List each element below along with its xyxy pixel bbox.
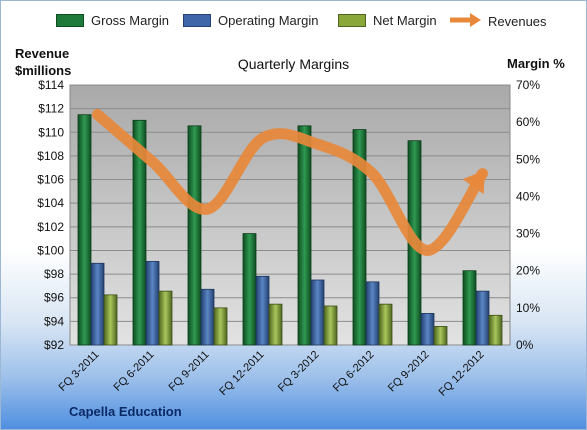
legend-operating-swatch bbox=[183, 14, 211, 27]
revenues-arrowhead bbox=[462, 170, 485, 195]
right-tick-label: 70% bbox=[516, 78, 540, 92]
legend-operating: Operating Margin bbox=[183, 13, 318, 28]
x-tick-label: FQ 6-2012 bbox=[331, 349, 377, 395]
left-tick-label: $110 bbox=[38, 125, 64, 139]
x-tick-label: FQ 3-2012 bbox=[276, 349, 322, 395]
legend-revenues: Revenues bbox=[448, 13, 547, 30]
x-tick-label: FQ 12-2012 bbox=[437, 349, 487, 399]
right-tick-label: 40% bbox=[516, 189, 540, 203]
left-tick-label: $102 bbox=[37, 220, 64, 234]
right-tick-label: 10% bbox=[516, 301, 540, 315]
legend-gross-swatch bbox=[56, 14, 84, 27]
operating-margin-bar bbox=[475, 290, 490, 346]
net-margin-bar bbox=[488, 314, 503, 346]
gross-margin-bar bbox=[297, 125, 312, 346]
left-axis-title-line1: Revenue bbox=[15, 46, 70, 61]
legend-gross-label: Gross Margin bbox=[91, 13, 170, 28]
right-tick-label: 30% bbox=[516, 227, 540, 241]
operating-margin-bar bbox=[255, 275, 270, 346]
legend-net-label: Net Margin bbox=[373, 13, 437, 28]
left-tick-label: $96 bbox=[44, 291, 64, 305]
left-tick-label: $98 bbox=[44, 267, 64, 281]
legend-revenues-arrow bbox=[448, 13, 482, 30]
operating-margin-bar bbox=[145, 261, 160, 346]
net-margin-bar bbox=[433, 326, 448, 346]
gross-margin-bar bbox=[187, 125, 202, 346]
legend-net-swatch bbox=[338, 14, 366, 27]
gross-margin-bar bbox=[352, 129, 367, 346]
legend-operating-label: Operating Margin bbox=[218, 13, 319, 28]
x-tick-label: FQ 9-2012 bbox=[386, 349, 432, 395]
net-margin-bar bbox=[378, 303, 393, 346]
left-tick-label: $114 bbox=[38, 78, 64, 92]
legend-revenues-label: Revenues bbox=[488, 14, 547, 29]
left-tick-label: $106 bbox=[37, 173, 64, 187]
right-tick-label: 60% bbox=[516, 115, 540, 129]
right-tick-label: 20% bbox=[516, 264, 540, 278]
footer-company: Capella Education bbox=[69, 404, 182, 419]
right-tick-label: 0% bbox=[516, 338, 534, 352]
left-tick-label: $108 bbox=[37, 149, 64, 163]
x-tick-label: FQ 3-2011 bbox=[57, 349, 102, 394]
left-tick-label: $104 bbox=[37, 196, 64, 210]
left-tick-label: $100 bbox=[37, 243, 64, 257]
net-margin-bar bbox=[268, 303, 283, 346]
x-tick-label: FQ 9-2011 bbox=[167, 349, 212, 394]
chart-title: Quarterly Margins bbox=[237, 56, 350, 72]
left-axis-title-line2: $millions bbox=[15, 63, 72, 78]
x-tick-label: FQ 6-2011 bbox=[112, 349, 157, 394]
operating-margin-bar bbox=[90, 262, 105, 346]
operating-margin-bar bbox=[200, 288, 215, 346]
left-tick-label: $92 bbox=[44, 338, 64, 352]
gross-margin-bar bbox=[462, 270, 477, 346]
right-axis-title: Margin % bbox=[507, 56, 565, 71]
legend-net: Net Margin bbox=[338, 13, 437, 28]
legend-gross: Gross Margin bbox=[56, 13, 169, 28]
operating-margin-bar bbox=[365, 281, 380, 346]
left-tick-label: $112 bbox=[38, 102, 64, 116]
left-tick-label: $94 bbox=[44, 314, 64, 328]
net-margin-bar bbox=[213, 307, 228, 346]
net-margin-bar bbox=[103, 294, 118, 346]
gross-margin-bar bbox=[132, 119, 147, 346]
gross-margin-bar bbox=[242, 233, 257, 346]
x-tick-label: FQ 12-2011 bbox=[217, 349, 266, 398]
operating-margin-bar bbox=[420, 313, 435, 346]
operating-margin-bar bbox=[310, 279, 325, 346]
right-tick-label: 50% bbox=[516, 152, 540, 166]
net-margin-bar bbox=[323, 305, 338, 346]
gross-margin-bar bbox=[77, 114, 92, 346]
net-margin-bar bbox=[158, 290, 173, 346]
